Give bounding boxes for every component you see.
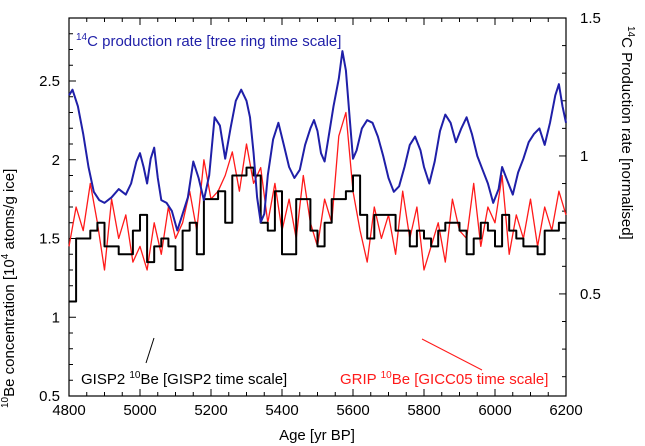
left-tick-label: 0.5 <box>39 388 60 405</box>
x-tick-label: 5400 <box>265 402 298 419</box>
plot-frame <box>68 17 567 397</box>
left-tick-label: 2.5 <box>39 73 60 90</box>
right-axis-ticks: 0.5 1 1.5 <box>559 10 601 378</box>
left-axis-label-iso: 10 <box>0 396 11 408</box>
series-group <box>68 50 567 303</box>
left-tick-label: 2 <box>52 152 60 169</box>
x-tick-label: 6200 <box>549 402 582 419</box>
grip-series-label-prefix: GRIP <box>340 371 381 388</box>
left-axis-label-exp: 4 <box>0 253 11 259</box>
right-tick-label: 1.5 <box>580 10 601 27</box>
grip-series-label: GRIP 10Be [GICC05 time scale] <box>340 370 548 388</box>
right-axis-label-iso: 14 <box>625 26 636 38</box>
x-tick-label: 5200 <box>194 402 227 419</box>
left-tick-label: 1.5 <box>39 231 60 248</box>
right-axis-label-text: C Production rate [normalised] <box>618 37 635 240</box>
left-axis-label: 10Be concentration [104 atoms/g ice] <box>0 169 18 408</box>
gisp2-series-label-iso: 10 <box>129 370 141 381</box>
c14-series-label-text: C production rate [tree ring time scale] <box>87 33 341 50</box>
x-tick-label: 5000 <box>123 402 156 419</box>
gisp2-series-label: GISP2 10Be [GISP2 time scale] <box>81 370 287 388</box>
gisp2-be10-step-line <box>69 166 566 303</box>
x-tick-label: 5600 <box>336 402 369 419</box>
gisp2-series-label-text: Be [GISP2 time scale] <box>140 371 287 388</box>
grip-series-label-text: Be [GICC05 time scale] <box>392 371 549 388</box>
gisp2-pointer-line <box>145 337 155 364</box>
c14-series-label: 14C production rate [tree ring time scal… <box>76 32 341 50</box>
right-tick-label: 1 <box>580 148 588 165</box>
x-axis-ticks: 4800 5000 5200 5400 5600 5800 6000 6200 <box>52 18 583 419</box>
x-tick-label: 4800 <box>52 402 85 419</box>
right-tick-label: 0.5 <box>580 286 601 303</box>
x-axis-label: Age [yr BP] <box>279 427 355 444</box>
c14-series-label-iso: 14 <box>76 32 88 43</box>
left-axis-label-suffix: atoms/g ice] <box>1 169 18 254</box>
x-tick-label: 5800 <box>407 402 440 419</box>
grip-series-label-iso: 10 <box>381 370 393 381</box>
left-axis-label-prefix: Be concentration [10 <box>1 259 18 397</box>
grip-pointer-line <box>421 338 483 371</box>
c14-production-line <box>68 50 567 232</box>
gisp2-series-label-prefix: GISP2 <box>81 371 129 388</box>
right-axis-label: 14C Production rate [normalised] <box>618 26 636 240</box>
left-axis-ticks: 0.5 1 1.5 2 2.5 <box>39 33 76 405</box>
left-tick-label: 1 <box>52 309 60 326</box>
x-tick-label: 6000 <box>478 402 511 419</box>
